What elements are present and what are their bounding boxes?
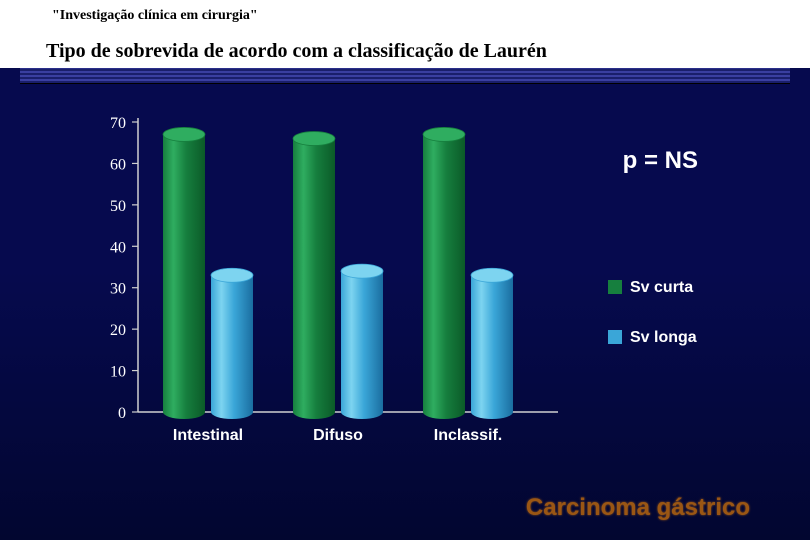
legend-label-sv_curta: Sv curta [630, 279, 693, 296]
svg-text:20: 20 [110, 322, 126, 339]
page-title: Tipo de sobrevida de acordo com a classi… [46, 40, 547, 63]
svg-text:10: 10 [110, 364, 126, 381]
bar-sv_longa-1 [341, 264, 383, 419]
category-label: Intestinal [173, 427, 243, 444]
svg-text:70: 70 [110, 115, 126, 132]
bar-sv_longa-2 [471, 268, 513, 419]
watermark: Carcinoma gástrico [526, 494, 750, 522]
p-value-annotation: p = NS [623, 147, 698, 174]
svg-text:60: 60 [110, 156, 126, 173]
bar-sv_curta-1 [293, 132, 335, 419]
category-label: Inclassif. [434, 427, 502, 444]
svg-text:50: 50 [110, 198, 126, 215]
legend-label-sv_longa: Sv longa [630, 329, 697, 346]
divider [20, 68, 790, 84]
legend-swatch-sv_curta [608, 280, 622, 294]
bar-sv_longa-0 [211, 268, 253, 419]
svg-text:0: 0 [118, 405, 126, 422]
bar-sv_curta-0 [163, 127, 205, 419]
supertitle: "Investigação clínica em cirurgia" [46, 6, 264, 26]
category-label: Difuso [313, 427, 363, 444]
legend-swatch-sv_longa [608, 330, 622, 344]
svg-text:30: 30 [110, 281, 126, 298]
bar-chart: 0 10 20 30 40 50 60 70 Intestinal Difuso Inclassif… [60, 100, 750, 480]
bar-sv_curta-2 [423, 127, 465, 419]
svg-text:40: 40 [110, 239, 126, 256]
